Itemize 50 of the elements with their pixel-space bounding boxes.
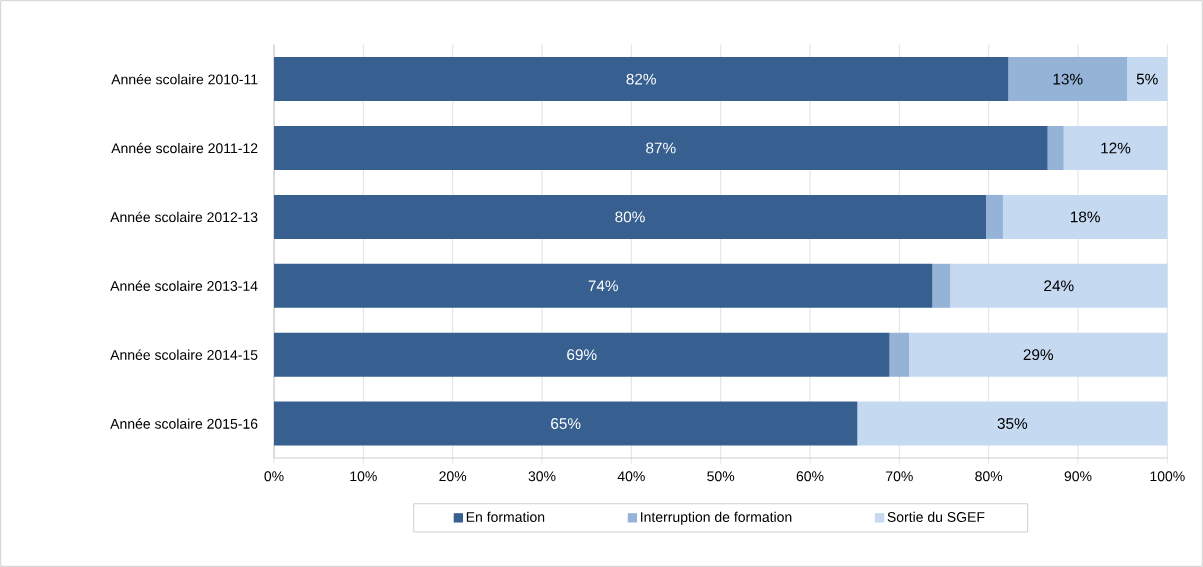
data-label: 24%	[1044, 280, 1074, 292]
legend-label: Interruption de formation	[641, 511, 792, 525]
data-label: 35%	[997, 418, 1028, 429]
bar	[909, 332, 1168, 377]
data-label: 69%	[567, 349, 597, 361]
bar	[985, 194, 1003, 239]
bar	[1008, 57, 1128, 102]
bar	[1002, 194, 1168, 239]
bar	[1063, 126, 1168, 170]
x-tick-label: 90%	[1064, 471, 1092, 482]
bar	[889, 332, 910, 377]
data-label: 29%	[1023, 349, 1054, 361]
bar	[932, 263, 951, 308]
x-tick-label: 60%	[796, 471, 824, 482]
data-label: 80%	[615, 211, 645, 223]
x-tick-label: 70%	[886, 471, 913, 482]
y-tick-label: Année scolaire 2012-13	[110, 211, 258, 223]
data-label: 65%	[551, 418, 581, 429]
y-tick-label: Année scolaire 2014-15	[110, 349, 258, 360]
bar	[274, 401, 858, 446]
data-label: 13%	[1053, 73, 1083, 85]
data-label: 74%	[588, 280, 618, 292]
bar	[857, 401, 1168, 446]
bar	[274, 126, 1048, 170]
x-tick-label: 80%	[975, 471, 1003, 482]
data-label: 5%	[1136, 73, 1158, 85]
bar	[274, 263, 933, 308]
bar	[274, 332, 890, 377]
data-label: 87%	[646, 142, 676, 154]
legend-label: En formation	[466, 511, 545, 523]
x-tick-label: 10%	[350, 471, 377, 482]
data-label: 18%	[1070, 211, 1100, 223]
bar	[274, 194, 986, 239]
bar	[1047, 126, 1064, 170]
bar	[1127, 57, 1168, 102]
y-tick-label: Année scolaire 2015-16	[110, 418, 258, 429]
bar	[274, 57, 1009, 102]
legend-label: Sortie du SGEF	[887, 511, 985, 523]
y-tick-label: Année scolaire 2010-11	[111, 73, 258, 85]
data-label: 12%	[1101, 142, 1131, 154]
x-tick-label: 20%	[439, 471, 467, 482]
x-tick-label: 30%	[528, 471, 556, 482]
x-tick-label: 40%	[617, 471, 645, 482]
x-tick-label: 50%	[707, 471, 735, 482]
x-tick-label: 0%	[264, 471, 284, 482]
y-tick-label: Année scolaire 2011-12	[111, 142, 258, 154]
x-tick-label: 100%	[1150, 471, 1185, 482]
data-label: 82%	[626, 73, 656, 85]
y-tick-label: Année scolaire 2013-14	[110, 280, 258, 292]
bar	[950, 263, 1168, 308]
